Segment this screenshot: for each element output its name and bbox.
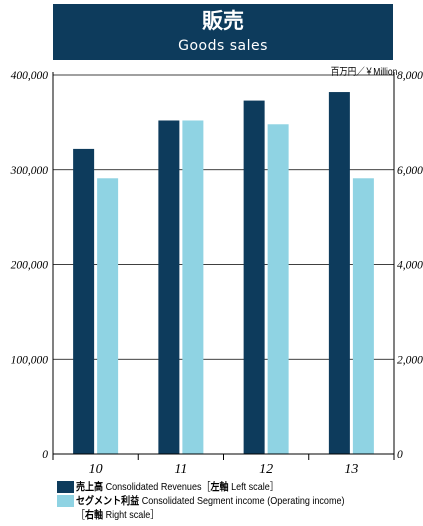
right-tick-label: 0	[397, 449, 403, 461]
legend-label-segment-en: Consolidated Segment income (Operating i…	[139, 495, 345, 507]
legend-label-right-axis-en: Right scale］	[103, 509, 160, 521]
bar-segment-income	[97, 178, 119, 454]
bar-revenues	[243, 100, 265, 455]
legend-label-revenues-axis-ja: 左軸	[210, 481, 229, 493]
right-tick-label: 6,000	[397, 165, 423, 177]
chart-subtitle: Goods sales	[178, 38, 268, 54]
legend-label-revenues-en: Consolidated Revenues［	[103, 481, 211, 493]
chart-header-banner: 販売 Goods sales	[53, 4, 393, 60]
legend-bracket-open: ［	[76, 509, 86, 521]
left-tick-label: 400,000	[11, 70, 49, 82]
legend-swatch-segment-income	[57, 495, 74, 507]
bar-layer	[73, 92, 374, 455]
category-label: 13	[344, 462, 358, 477]
bar-revenues	[328, 92, 350, 455]
label-layer: 0 0 100,000 2,000 200,000 4,000 300,000 6,000 40…	[10, 70, 423, 477]
chart-title: 販売	[202, 9, 244, 33]
bar-revenues	[73, 148, 95, 454]
right-tick-label: 8,000	[397, 70, 423, 82]
unit-label: 百万円／￥Million	[330, 67, 397, 78]
left-tick-label: 300,000	[10, 165, 49, 177]
right-tick-label: 4,000	[397, 260, 423, 272]
left-tick-label: 0	[42, 449, 48, 461]
category-label: 12	[259, 462, 273, 477]
bar-segment-income	[352, 178, 374, 454]
legend-label-right-axis-ja: 右軸	[85, 509, 104, 521]
legend-label-revenues-axis-en: Left scale］	[228, 481, 279, 493]
legend-swatch-revenues	[57, 481, 74, 493]
left-tick-label: 200,000	[11, 260, 49, 272]
category-label: 11	[174, 462, 187, 477]
legend-label-revenues-ja: 売上高	[76, 481, 104, 493]
axis-layer	[52, 72, 395, 460]
bar-segment-income	[182, 120, 204, 454]
category-label: 10	[89, 462, 103, 477]
bar-segment-income	[267, 124, 289, 455]
bar-revenues	[158, 120, 180, 454]
legend-label-segment-ja: セグメント利益	[76, 495, 140, 507]
left-tick-label: 100,000	[11, 354, 49, 366]
right-tick-label: 2,000	[397, 354, 423, 366]
